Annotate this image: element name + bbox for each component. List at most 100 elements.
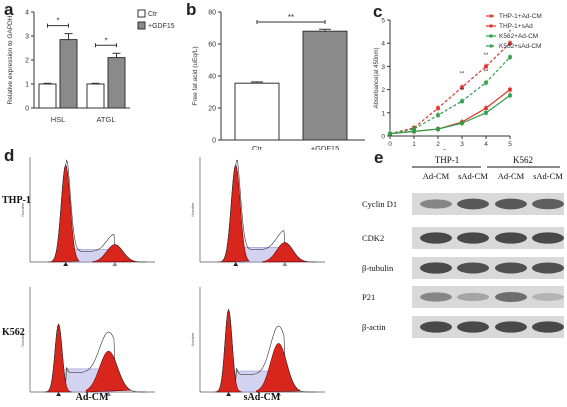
- lane-label: Ad-CM: [498, 171, 525, 181]
- blot-band: [495, 198, 527, 210]
- blot-band: [495, 292, 527, 302]
- blot-band: [532, 232, 564, 244]
- blot-band: [457, 198, 489, 210]
- legend-label: K562+Ad-CM: [499, 33, 538, 40]
- blot-band: [420, 199, 452, 209]
- histogram-cell: Number: [20, 287, 155, 396]
- legend-marker: [489, 14, 493, 18]
- x-tick-label: 1: [412, 141, 416, 148]
- bar: [86, 83, 105, 109]
- column-label: sAd-CM: [244, 392, 281, 403]
- series-line: [389, 42, 511, 135]
- blot-band: [457, 292, 489, 302]
- x-tick-label: Ctr: [252, 144, 263, 150]
- y-axis-label: Free fat acid (uEq/L): [192, 46, 199, 105]
- y-axis-label: Number: [20, 332, 25, 347]
- y-axis-label: Number: [190, 202, 195, 217]
- panel-letter-d: d: [4, 146, 15, 165]
- chart-a-hsl-atgl: 0 1 2 3 4 Relative expression to GAPDH HSL * ATG…: [7, 9, 175, 124]
- sig-star: **: [460, 72, 465, 78]
- sig-star: **: [484, 53, 489, 59]
- y-axis-label: Number: [20, 202, 25, 217]
- y-tick-label: 40: [208, 74, 216, 81]
- legend-marker: [489, 24, 493, 28]
- envelope-curve: [217, 159, 317, 263]
- histogram-cell: Number: [20, 157, 155, 266]
- x-tick-label: 2: [436, 141, 440, 148]
- histogram-cell: Number: [190, 157, 325, 266]
- y-tick-label: 2: [381, 87, 385, 94]
- envelope-curve: [47, 159, 147, 263]
- blot-band: [532, 198, 564, 210]
- blot-band: [420, 232, 452, 244]
- blot-row-label: β-actin: [362, 322, 386, 332]
- panel-letter-a: a: [4, 0, 14, 19]
- chart-b-free-fat-acid: 0 20 40 60 80 Free fat acid (uEq/L) Ctr +GDF15 *…: [192, 10, 365, 150]
- y-axis-label: Relative expression to GAPDH: [7, 15, 14, 104]
- x-axis-label: Days: [443, 149, 459, 150]
- sig-star: *: [104, 36, 107, 45]
- x-tick-label: ATGL: [96, 115, 115, 124]
- envelope-curve: [47, 323, 147, 393]
- chart-c-absorbance: 012345012345DaysAbsorbance(at 450nm)****…: [374, 13, 542, 150]
- blot-row-label: β-tubulin: [362, 263, 394, 273]
- legend-marker: [489, 44, 493, 48]
- bar: [302, 30, 348, 141]
- blot-band: [495, 321, 527, 333]
- y-axis-label: Absorbance(at 450nm): [374, 47, 380, 108]
- legend-swatch: [137, 21, 146, 30]
- y-tick-label: 0: [212, 138, 216, 145]
- group-label: THP-1: [435, 155, 460, 165]
- legend-swatch: [137, 9, 146, 18]
- legend-label: THP-1+Ad-CM: [499, 13, 542, 20]
- x-tick-label: 3: [460, 141, 464, 148]
- blot-band: [420, 262, 452, 274]
- y-tick-label: 0: [25, 106, 29, 113]
- blot-band: [457, 321, 489, 333]
- g1-peak: [52, 164, 80, 263]
- blot-row-label: Cyclin D1: [362, 199, 397, 209]
- legend-label: THP-1+sAd: [499, 23, 533, 30]
- blot-band: [532, 321, 564, 333]
- row-label: THP-1: [2, 195, 31, 206]
- x-tick-label: +GDF15: [311, 144, 340, 150]
- series-line: [389, 89, 511, 135]
- sig-star: **: [460, 88, 465, 94]
- sig-star: *: [509, 44, 512, 50]
- y-tick-label: 5: [381, 18, 385, 25]
- panel-letter-e: e: [374, 148, 384, 167]
- bar: [59, 39, 78, 109]
- panel-letter-b: b: [186, 0, 197, 19]
- column-label: Ad-CM: [76, 392, 109, 403]
- blot-band: [532, 293, 564, 301]
- x-tick-label: 4: [484, 141, 488, 148]
- peak-marker: [282, 262, 288, 266]
- y-tick-label: 80: [208, 10, 216, 17]
- y-axis-label: Number: [190, 332, 195, 347]
- x-tick-label: 0: [388, 141, 392, 148]
- envelope-curve: [217, 308, 317, 393]
- y-tick-label: 1: [381, 110, 385, 117]
- sig-star: *: [56, 17, 59, 26]
- blot-band: [420, 321, 452, 333]
- bar: [107, 57, 126, 109]
- blot-row-label: CDK2: [362, 233, 384, 243]
- peak-marker: [106, 392, 112, 396]
- peak-marker: [112, 262, 118, 266]
- group-label: K562: [513, 155, 533, 165]
- blot-band: [420, 292, 452, 302]
- row-label: K562: [2, 327, 25, 338]
- blot-band: [495, 232, 527, 244]
- blot-row-label: P21: [362, 292, 375, 302]
- peak-marker: [56, 392, 62, 396]
- blot-band: [457, 262, 489, 274]
- x-tick-label: HSL: [51, 115, 66, 124]
- legend-label: +GDF15: [148, 23, 175, 30]
- peak-marker: [276, 392, 282, 396]
- y-tick-label: 3: [381, 64, 385, 71]
- y-tick-label: 3: [25, 34, 29, 41]
- series-line: [389, 94, 511, 135]
- sig-star: **: [288, 13, 294, 22]
- lane-label: sAd-CM: [458, 171, 488, 181]
